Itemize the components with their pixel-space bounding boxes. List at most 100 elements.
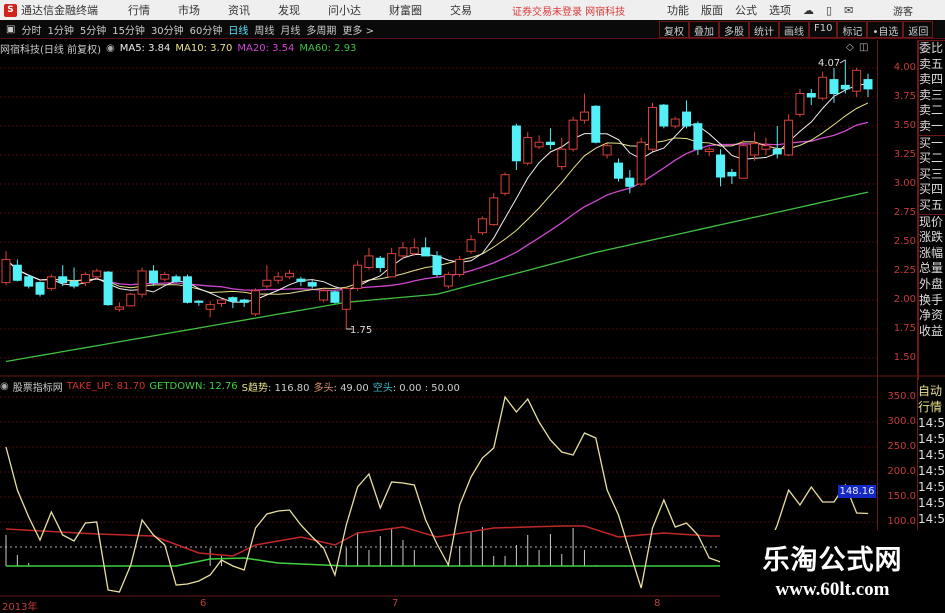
date-label: 7 <box>392 598 399 609</box>
indicator-tick-label: 150.0 <box>887 491 916 502</box>
tf-button[interactable]: 月线 <box>280 25 301 37</box>
candle-down <box>228 297 238 302</box>
candle-up <box>579 111 589 121</box>
indicator-tick-label: 100.0 <box>887 516 916 527</box>
tf-button[interactable]: 1分钟 <box>47 25 74 37</box>
short-value: : 0.00 : 50.00 <box>392 383 460 394</box>
candle-down <box>239 299 249 303</box>
candle-up <box>217 299 226 304</box>
candle-up <box>443 273 453 287</box>
candle-down <box>716 154 726 178</box>
candle-down <box>296 278 306 282</box>
candle-down <box>625 177 635 187</box>
candle-up <box>466 239 476 252</box>
tick-row: 14:56 <box>918 416 945 430</box>
back-button[interactable]: 返回 <box>903 21 934 38</box>
menu-item[interactable]: 财富圈 <box>389 4 422 17</box>
indicator-tick-label: 200.0 <box>887 466 916 477</box>
long-value: : 49.00 <box>333 383 369 394</box>
candle-up <box>670 118 680 127</box>
tick-row: 14:56 <box>918 480 945 494</box>
square-icon[interactable]: ◫ <box>859 42 869 53</box>
menu-item[interactable]: 问小达 <box>328 4 361 17</box>
price-tick-label: 2.25 <box>893 265 916 276</box>
user-label[interactable]: 游客 <box>893 6 913 18</box>
f10-button[interactable]: F10 <box>809 21 838 38</box>
ma10-value: MA10: 3.70 <box>175 42 233 54</box>
candle-up <box>92 270 102 278</box>
watermark-title: 乐淘公式网 <box>762 545 903 576</box>
menu-item[interactable]: 发现 <box>278 4 300 17</box>
tf-button[interactable]: 分时 <box>21 25 42 37</box>
more-button[interactable]: 更多 > <box>342 25 374 37</box>
phone-icon[interactable]: ▯ <box>826 3 833 17</box>
indicator-header: ◉ 股票指标网 TAKE_UP: 81.70 GETDOWN: 12.76 S趋… <box>0 380 460 394</box>
axis-divider <box>917 40 918 598</box>
tf-button[interactable]: 15分钟 <box>112 25 145 37</box>
candle-up <box>262 279 272 287</box>
indicator-menu-icon[interactable]: ◉ <box>0 381 9 392</box>
candle-up <box>523 137 533 164</box>
adjust-button[interactable]: 复权 <box>659 21 689 38</box>
menu-item[interactable]: 资讯 <box>228 4 250 17</box>
menu-formula[interactable]: 公式 <box>735 4 757 17</box>
menu-options[interactable]: 选项 <box>769 4 791 17</box>
tick-row: 14:56 <box>918 448 945 462</box>
toggle-panel-icon[interactable]: ▣ <box>6 23 16 35</box>
tf-button[interactable]: 周线 <box>254 25 275 37</box>
diamond-icon[interactable]: ◇ <box>846 42 854 53</box>
stock-title: 网宿科技(日线 前复权) <box>0 44 101 56</box>
draw-button[interactable]: 画线 <box>779 21 809 38</box>
menu-item[interactable]: 市场 <box>178 4 200 17</box>
getdown-value: GETDOWN: 12.76 <box>149 381 238 392</box>
candle-down <box>806 93 816 98</box>
tf-button-daily[interactable]: 日线 <box>228 25 249 37</box>
tf-button[interactable]: 60分钟 <box>189 25 223 37</box>
price-tick-label: 2.75 <box>893 207 916 218</box>
tf-button[interactable]: 多周期 <box>306 25 337 37</box>
settings-circle-icon[interactable]: ◉ <box>105 42 115 54</box>
tf-button[interactable]: 30分钟 <box>150 25 184 37</box>
indicator-tick-label: 350.0 <box>887 391 916 402</box>
menu-item[interactable]: 交易 <box>450 4 472 17</box>
candle-down <box>103 271 113 306</box>
indicator-name[interactable]: 股票指标网 <box>12 383 63 394</box>
candle-up <box>364 255 374 269</box>
menu-function[interactable]: 功能 <box>667 4 689 17</box>
candle-up <box>1 258 11 284</box>
multi-stock-button[interactable]: 多股 <box>719 21 749 38</box>
stats-button[interactable]: 统计 <box>749 21 779 38</box>
ma20-value: MA20: 3.54 <box>237 42 295 54</box>
cloud-icon[interactable]: ☁ <box>803 3 814 17</box>
candle-up <box>818 76 828 99</box>
candle-up <box>409 247 419 255</box>
quote-panel: 委比 卖五 卖四 卖三 卖二 卖一 买一 买二 买三 买四 买五 现价 涨跌 涨幅 总量 外盘 换手 净资 收益 <box>918 40 945 380</box>
menu-item[interactable]: 行情 <box>128 4 150 17</box>
candle-up <box>477 218 487 234</box>
watchlist-button[interactable]: •自选 <box>867 21 904 38</box>
overlay-button[interactable]: 叠加 <box>689 21 719 38</box>
candle-up <box>285 272 295 278</box>
quote-field-label: 卖四 <box>919 72 944 87</box>
candle-up <box>738 145 748 179</box>
quote-field-label: 卖五 <box>919 56 944 71</box>
mark-button[interactable]: 标记 <box>837 21 868 38</box>
candle-up <box>80 273 90 284</box>
candle-down <box>772 148 782 155</box>
indicator-tick-label: 300.0 <box>887 416 916 427</box>
candle-up <box>398 247 408 257</box>
menu-layout[interactable]: 版面 <box>701 4 723 17</box>
message-icon[interactable]: ✉ <box>844 3 854 17</box>
candle-up <box>455 258 465 275</box>
watermark: 乐淘公式网 www.60lt.com <box>720 530 945 609</box>
login-status[interactable]: 证券交易未登录 网宿科技 <box>512 6 626 18</box>
quote-field-label: 卖三 <box>919 87 944 102</box>
candle-up <box>319 290 329 301</box>
candle-up <box>489 197 499 226</box>
take-up-value: TAKE_UP: 81.70 <box>66 381 146 392</box>
quote-field-label: 卖一 <box>919 118 944 133</box>
quote-field-label: 外盘 <box>919 276 944 291</box>
tf-button[interactable]: 5分钟 <box>79 25 107 37</box>
price-tick-label: 2.00 <box>893 294 916 305</box>
